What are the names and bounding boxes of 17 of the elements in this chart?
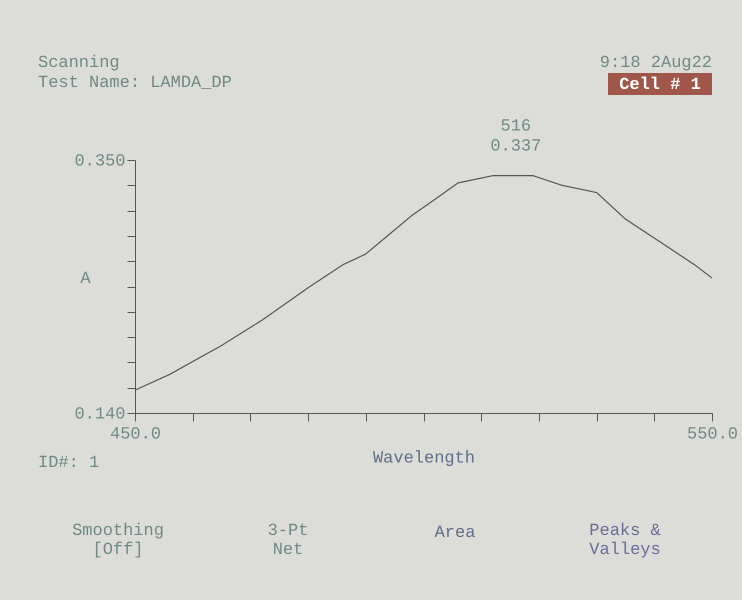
text: Area xyxy=(434,524,476,543)
y-tick-label: 0.140 xyxy=(74,406,126,424)
chart-title: Scanning xyxy=(38,54,120,73)
annotation: 516 xyxy=(500,118,532,137)
x-tick-label: 550.0 xyxy=(686,426,738,444)
annotation: 0.337 xyxy=(490,138,542,157)
text: Cell # 1 xyxy=(619,76,701,95)
text: 9:18 2Aug22 xyxy=(600,54,712,73)
text: ID#: 1 xyxy=(38,454,100,473)
x-tick-label: 450.0 xyxy=(110,426,162,444)
x-axis-title: Wavelength xyxy=(372,450,476,468)
text: 3-Pt Net xyxy=(268,522,308,560)
text: Peaks & Valleys xyxy=(589,522,661,560)
text: Smoothing [Off] xyxy=(72,522,164,560)
y-axis-title: A xyxy=(80,270,92,289)
y-tick-label: 0.350 xyxy=(74,152,126,172)
chart-subtitle: Test Name: LAMDA_DP xyxy=(38,74,232,93)
